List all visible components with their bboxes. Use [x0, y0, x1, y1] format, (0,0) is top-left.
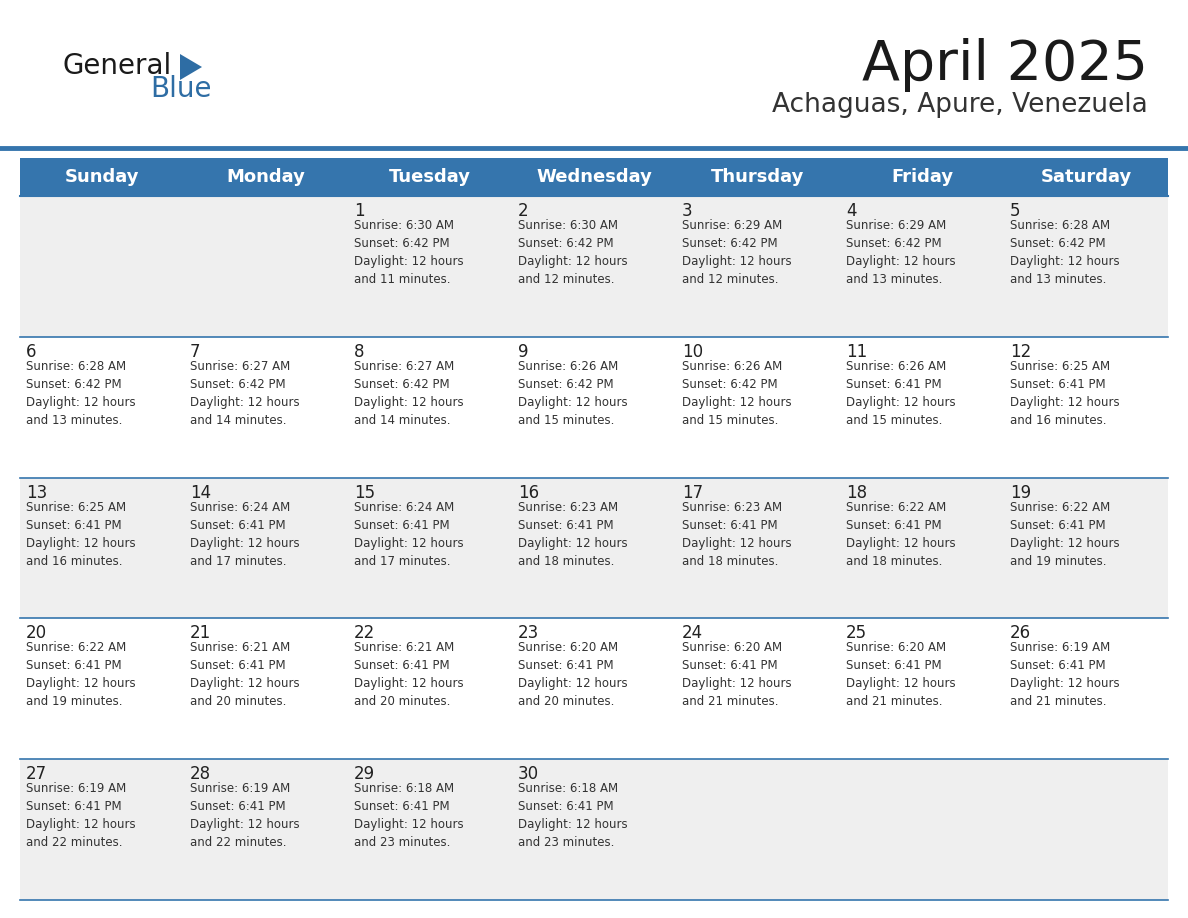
Text: Sunrise: 6:23 AM
Sunset: 6:41 PM
Daylight: 12 hours
and 18 minutes.: Sunrise: 6:23 AM Sunset: 6:41 PM Dayligh… — [518, 500, 627, 567]
Text: 29: 29 — [354, 766, 375, 783]
Text: 3: 3 — [682, 202, 693, 220]
Text: Sunrise: 6:26 AM
Sunset: 6:42 PM
Daylight: 12 hours
and 15 minutes.: Sunrise: 6:26 AM Sunset: 6:42 PM Dayligh… — [518, 360, 627, 427]
Text: Sunrise: 6:29 AM
Sunset: 6:42 PM
Daylight: 12 hours
and 12 minutes.: Sunrise: 6:29 AM Sunset: 6:42 PM Dayligh… — [682, 219, 791, 286]
Text: 28: 28 — [190, 766, 211, 783]
Text: 21: 21 — [190, 624, 211, 643]
Bar — [20, 759, 1168, 900]
Text: 30: 30 — [518, 766, 539, 783]
Text: Monday: Monday — [227, 168, 305, 186]
Text: Sunrise: 6:24 AM
Sunset: 6:41 PM
Daylight: 12 hours
and 17 minutes.: Sunrise: 6:24 AM Sunset: 6:41 PM Dayligh… — [354, 500, 463, 567]
Text: 5: 5 — [1010, 202, 1020, 220]
Text: 24: 24 — [682, 624, 703, 643]
Text: April 2025: April 2025 — [862, 38, 1148, 92]
Text: 16: 16 — [518, 484, 539, 501]
Bar — [20, 477, 1168, 619]
Polygon shape — [181, 54, 202, 80]
Bar — [20, 619, 1168, 759]
Text: Sunrise: 6:18 AM
Sunset: 6:41 PM
Daylight: 12 hours
and 23 minutes.: Sunrise: 6:18 AM Sunset: 6:41 PM Dayligh… — [518, 782, 627, 849]
Text: Sunrise: 6:19 AM
Sunset: 6:41 PM
Daylight: 12 hours
and 22 minutes.: Sunrise: 6:19 AM Sunset: 6:41 PM Dayligh… — [190, 782, 299, 849]
Text: 15: 15 — [354, 484, 375, 501]
Text: Sunrise: 6:19 AM
Sunset: 6:41 PM
Daylight: 12 hours
and 22 minutes.: Sunrise: 6:19 AM Sunset: 6:41 PM Dayligh… — [26, 782, 135, 849]
Text: 4: 4 — [846, 202, 857, 220]
Text: Thursday: Thursday — [712, 168, 804, 186]
Text: 1: 1 — [354, 202, 365, 220]
Text: Sunday: Sunday — [65, 168, 139, 186]
Text: Tuesday: Tuesday — [388, 168, 470, 186]
Text: Saturday: Saturday — [1041, 168, 1132, 186]
Text: Sunrise: 6:28 AM
Sunset: 6:42 PM
Daylight: 12 hours
and 13 minutes.: Sunrise: 6:28 AM Sunset: 6:42 PM Dayligh… — [26, 360, 135, 427]
Text: Sunrise: 6:21 AM
Sunset: 6:41 PM
Daylight: 12 hours
and 20 minutes.: Sunrise: 6:21 AM Sunset: 6:41 PM Dayligh… — [190, 642, 299, 709]
Text: Sunrise: 6:19 AM
Sunset: 6:41 PM
Daylight: 12 hours
and 21 minutes.: Sunrise: 6:19 AM Sunset: 6:41 PM Dayligh… — [1010, 642, 1119, 709]
Text: Sunrise: 6:22 AM
Sunset: 6:41 PM
Daylight: 12 hours
and 19 minutes.: Sunrise: 6:22 AM Sunset: 6:41 PM Dayligh… — [26, 642, 135, 709]
Text: General: General — [62, 52, 171, 80]
Text: 13: 13 — [26, 484, 48, 501]
Text: Sunrise: 6:26 AM
Sunset: 6:42 PM
Daylight: 12 hours
and 15 minutes.: Sunrise: 6:26 AM Sunset: 6:42 PM Dayligh… — [682, 360, 791, 427]
Text: Sunrise: 6:25 AM
Sunset: 6:41 PM
Daylight: 12 hours
and 16 minutes.: Sunrise: 6:25 AM Sunset: 6:41 PM Dayligh… — [26, 500, 135, 567]
Bar — [20, 196, 1168, 337]
Text: 20: 20 — [26, 624, 48, 643]
Text: Sunrise: 6:22 AM
Sunset: 6:41 PM
Daylight: 12 hours
and 19 minutes.: Sunrise: 6:22 AM Sunset: 6:41 PM Dayligh… — [1010, 500, 1119, 567]
Text: Sunrise: 6:18 AM
Sunset: 6:41 PM
Daylight: 12 hours
and 23 minutes.: Sunrise: 6:18 AM Sunset: 6:41 PM Dayligh… — [354, 782, 463, 849]
Text: 26: 26 — [1010, 624, 1031, 643]
Text: Sunrise: 6:22 AM
Sunset: 6:41 PM
Daylight: 12 hours
and 18 minutes.: Sunrise: 6:22 AM Sunset: 6:41 PM Dayligh… — [846, 500, 955, 567]
Text: Sunrise: 6:26 AM
Sunset: 6:41 PM
Daylight: 12 hours
and 15 minutes.: Sunrise: 6:26 AM Sunset: 6:41 PM Dayligh… — [846, 360, 955, 427]
Text: 17: 17 — [682, 484, 703, 501]
Bar — [20, 158, 1168, 196]
Text: Sunrise: 6:23 AM
Sunset: 6:41 PM
Daylight: 12 hours
and 18 minutes.: Sunrise: 6:23 AM Sunset: 6:41 PM Dayligh… — [682, 500, 791, 567]
Text: Wednesday: Wednesday — [536, 168, 652, 186]
Text: 23: 23 — [518, 624, 539, 643]
Text: Sunrise: 6:27 AM
Sunset: 6:42 PM
Daylight: 12 hours
and 14 minutes.: Sunrise: 6:27 AM Sunset: 6:42 PM Dayligh… — [354, 360, 463, 427]
Text: 9: 9 — [518, 342, 529, 361]
Text: 12: 12 — [1010, 342, 1031, 361]
Text: 25: 25 — [846, 624, 867, 643]
Text: Sunrise: 6:30 AM
Sunset: 6:42 PM
Daylight: 12 hours
and 12 minutes.: Sunrise: 6:30 AM Sunset: 6:42 PM Dayligh… — [518, 219, 627, 286]
Text: 7: 7 — [190, 342, 201, 361]
Text: Sunrise: 6:25 AM
Sunset: 6:41 PM
Daylight: 12 hours
and 16 minutes.: Sunrise: 6:25 AM Sunset: 6:41 PM Dayligh… — [1010, 360, 1119, 427]
Text: Blue: Blue — [150, 75, 211, 103]
Text: 2: 2 — [518, 202, 529, 220]
Bar — [20, 337, 1168, 477]
Text: Sunrise: 6:21 AM
Sunset: 6:41 PM
Daylight: 12 hours
and 20 minutes.: Sunrise: 6:21 AM Sunset: 6:41 PM Dayligh… — [354, 642, 463, 709]
Text: 27: 27 — [26, 766, 48, 783]
Text: 10: 10 — [682, 342, 703, 361]
Text: 19: 19 — [1010, 484, 1031, 501]
Text: Sunrise: 6:20 AM
Sunset: 6:41 PM
Daylight: 12 hours
and 20 minutes.: Sunrise: 6:20 AM Sunset: 6:41 PM Dayligh… — [518, 642, 627, 709]
Text: Sunrise: 6:30 AM
Sunset: 6:42 PM
Daylight: 12 hours
and 11 minutes.: Sunrise: 6:30 AM Sunset: 6:42 PM Dayligh… — [354, 219, 463, 286]
Text: 18: 18 — [846, 484, 867, 501]
Text: Sunrise: 6:20 AM
Sunset: 6:41 PM
Daylight: 12 hours
and 21 minutes.: Sunrise: 6:20 AM Sunset: 6:41 PM Dayligh… — [682, 642, 791, 709]
Text: 22: 22 — [354, 624, 375, 643]
Text: Sunrise: 6:27 AM
Sunset: 6:42 PM
Daylight: 12 hours
and 14 minutes.: Sunrise: 6:27 AM Sunset: 6:42 PM Dayligh… — [190, 360, 299, 427]
Text: Sunrise: 6:20 AM
Sunset: 6:41 PM
Daylight: 12 hours
and 21 minutes.: Sunrise: 6:20 AM Sunset: 6:41 PM Dayligh… — [846, 642, 955, 709]
Text: Friday: Friday — [891, 168, 953, 186]
Text: 11: 11 — [846, 342, 867, 361]
Text: 14: 14 — [190, 484, 211, 501]
Text: Sunrise: 6:28 AM
Sunset: 6:42 PM
Daylight: 12 hours
and 13 minutes.: Sunrise: 6:28 AM Sunset: 6:42 PM Dayligh… — [1010, 219, 1119, 286]
Text: Sunrise: 6:29 AM
Sunset: 6:42 PM
Daylight: 12 hours
and 13 minutes.: Sunrise: 6:29 AM Sunset: 6:42 PM Dayligh… — [846, 219, 955, 286]
Text: Achaguas, Apure, Venezuela: Achaguas, Apure, Venezuela — [772, 92, 1148, 118]
Text: Sunrise: 6:24 AM
Sunset: 6:41 PM
Daylight: 12 hours
and 17 minutes.: Sunrise: 6:24 AM Sunset: 6:41 PM Dayligh… — [190, 500, 299, 567]
Text: 6: 6 — [26, 342, 37, 361]
Text: 8: 8 — [354, 342, 365, 361]
